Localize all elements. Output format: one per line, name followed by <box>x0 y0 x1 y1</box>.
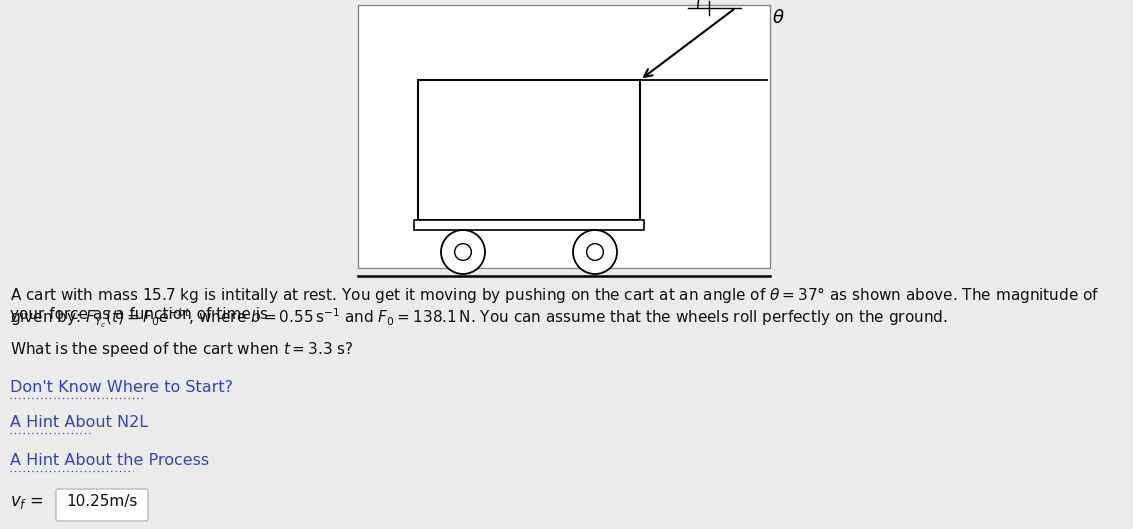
Circle shape <box>441 230 485 274</box>
Bar <box>414 220 644 230</box>
Bar <box>418 80 640 220</box>
Text: What is the speed of the cart when $t = 3.3$ s?: What is the speed of the cart when $t = … <box>10 340 353 359</box>
FancyBboxPatch shape <box>56 489 148 521</box>
Bar <box>358 5 770 268</box>
Text: A cart with mass 15.7 kg is intitally at rest. You get it moving by pushing on t: A cart with mass 15.7 kg is intitally at… <box>10 285 1099 322</box>
Text: $v_f$ =: $v_f$ = <box>10 493 44 511</box>
Text: Don't Know Where to Start?: Don't Know Where to Start? <box>10 380 233 395</box>
Text: $\theta$: $\theta$ <box>772 9 784 27</box>
Text: given by: $F_{Y_c}(t) = F_0e^{-bt}$, where $b = 0.55\,\mathrm{s}^{-1}$ and $F_0 : given by: $F_{Y_c}(t) = F_0e^{-bt}$, whe… <box>10 307 947 330</box>
Circle shape <box>587 244 604 260</box>
Circle shape <box>454 244 471 260</box>
Text: A Hint About N2L: A Hint About N2L <box>10 415 148 430</box>
Text: 10.25m/s: 10.25m/s <box>67 494 138 509</box>
Text: A Hint About the Process: A Hint About the Process <box>10 453 210 468</box>
Circle shape <box>573 230 617 274</box>
